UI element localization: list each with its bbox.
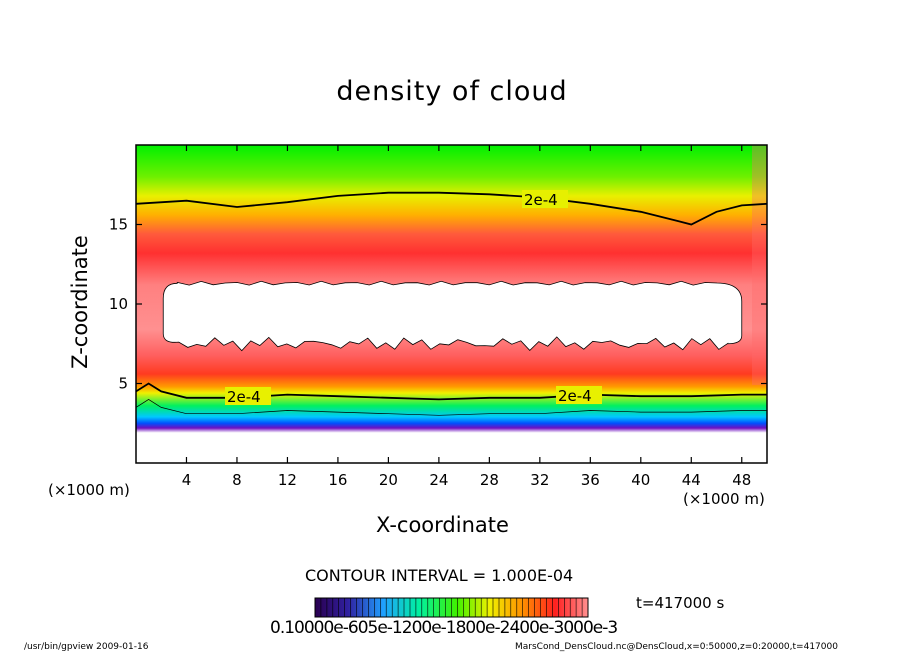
colorbar-divisions: [320, 598, 583, 617]
colorbar-tick-labels: 0.10000e-605e-1200e-1800e-2400e-3000e-3: [270, 618, 618, 638]
saturated-core: [162, 280, 743, 352]
footer-left: /usr/bin/gpview 2009-01-16: [24, 642, 149, 652]
y-tick-label-1: 10: [109, 295, 128, 313]
x-tick-label-0: 4: [182, 471, 192, 489]
y-axis-label: Z-coordinate: [68, 235, 92, 369]
lower-thin-contour: [136, 398, 767, 416]
y-tick-label-0: 5: [118, 375, 128, 393]
contour-interval: CONTOUR INTERVAL = 1.000E-04: [305, 566, 574, 585]
time-label: t=417000 s: [636, 594, 725, 612]
upper-contour-2e-4: [136, 191, 767, 226]
chart-title: density of cloud: [336, 76, 568, 107]
y-tick-label-2: 15: [109, 216, 128, 234]
x-tick-label-1: 8: [232, 471, 242, 489]
x-tick-label-10: 44: [682, 471, 701, 489]
lower-contour-2e-4: [136, 382, 767, 401]
x-tick-label-11: 48: [732, 471, 751, 489]
contour-label-lower-left: 2e-4: [227, 388, 261, 406]
x-tick-label-8: 36: [581, 471, 600, 489]
footer-right: MarsCond_DensCloud.nc@DensCloud,x=0:5000…: [515, 642, 838, 652]
contour-label-upper: 2e-4: [524, 191, 558, 209]
x-unit-label: (×1000 m): [683, 490, 765, 508]
x-axis-ticks: 4 8 12 16 20 24 28 32 36 40 44 48: [182, 145, 751, 489]
y-unit-label: (×1000 m): [48, 481, 130, 499]
x-tick-label-2: 12: [278, 471, 297, 489]
x-tick-label-4: 20: [379, 471, 398, 489]
x-tick-label-7: 32: [530, 471, 549, 489]
x-tick-label-3: 16: [328, 471, 347, 489]
x-tick-label-9: 40: [631, 471, 650, 489]
cloud-base-edge: [136, 431, 767, 463]
x-tick-label-6: 28: [480, 471, 499, 489]
x-axis-label: X-coordinate: [376, 513, 509, 537]
x-tick-label-5: 24: [429, 471, 448, 489]
contour-label-lower-right: 2e-4: [558, 387, 592, 405]
y-axis-ticks: 5 10 15: [109, 216, 767, 393]
